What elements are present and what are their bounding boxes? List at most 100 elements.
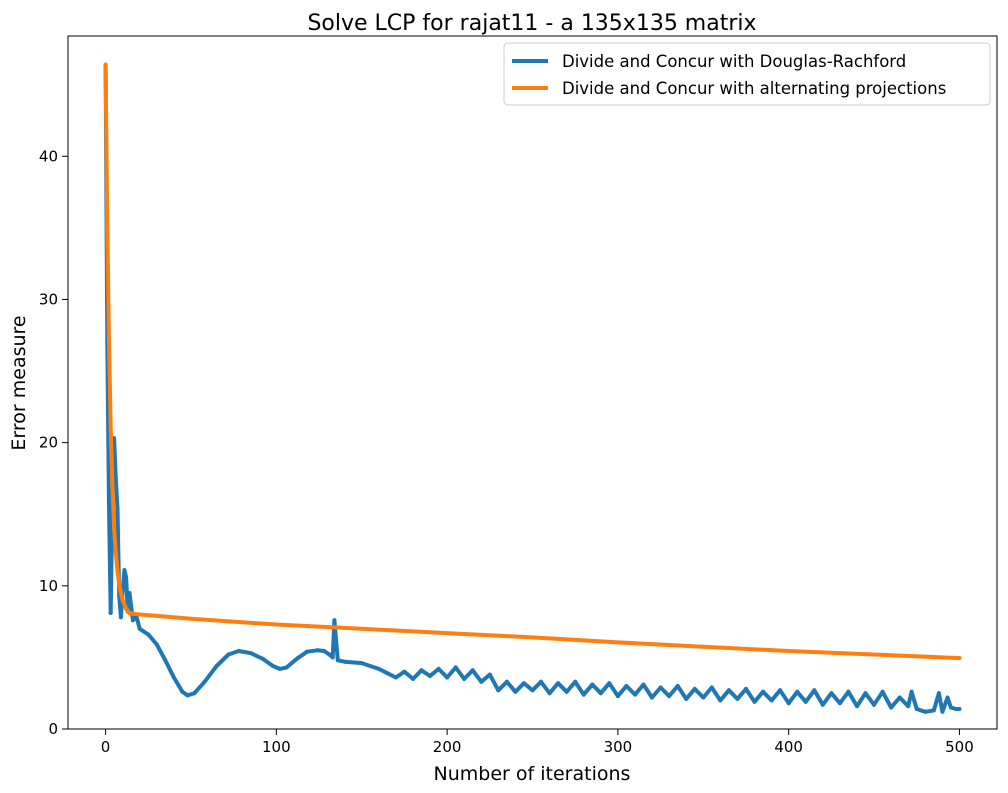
data-point bbox=[226, 652, 231, 657]
data-point bbox=[137, 612, 142, 617]
data-point bbox=[393, 675, 398, 680]
data-point bbox=[633, 692, 637, 697]
data-point bbox=[124, 575, 129, 580]
data-point bbox=[130, 611, 135, 616]
data-point bbox=[872, 652, 876, 657]
data-point bbox=[127, 611, 132, 615]
chart-title: Solve LCP for rajat11 - a 135x135 matrix bbox=[307, 11, 756, 36]
data-point bbox=[330, 655, 335, 660]
data-point bbox=[115, 506, 120, 511]
plot-area bbox=[103, 62, 962, 714]
data-point bbox=[322, 649, 327, 653]
data-point bbox=[936, 691, 941, 696]
data-point bbox=[146, 632, 151, 637]
data-point bbox=[607, 681, 612, 686]
data-point bbox=[590, 682, 595, 687]
data-point bbox=[154, 642, 159, 647]
data-point bbox=[701, 644, 706, 649]
y-axis-label: Error measure bbox=[8, 315, 30, 450]
data-point bbox=[154, 613, 159, 618]
legend-marker-alternating-projections bbox=[528, 86, 532, 90]
data-point bbox=[487, 672, 492, 677]
data-point bbox=[957, 707, 962, 711]
data-point bbox=[163, 658, 168, 663]
data-point bbox=[359, 661, 364, 666]
series-line-1 bbox=[103, 62, 962, 661]
data-point bbox=[479, 679, 484, 684]
data-point bbox=[863, 691, 868, 696]
data-point bbox=[103, 62, 108, 67]
data-point bbox=[735, 696, 740, 701]
data-point bbox=[248, 651, 253, 656]
data-point bbox=[402, 669, 407, 674]
data-point bbox=[270, 664, 275, 668]
data-point bbox=[260, 656, 265, 661]
x-tick-label: 300 bbox=[604, 738, 633, 756]
data-point bbox=[117, 582, 122, 587]
data-point bbox=[855, 704, 859, 709]
data-point bbox=[718, 698, 723, 703]
data-point bbox=[113, 550, 118, 555]
data-point bbox=[880, 689, 885, 694]
data-point bbox=[778, 688, 783, 693]
data-point bbox=[108, 611, 113, 615]
legend-box bbox=[503, 42, 991, 106]
data-point bbox=[761, 689, 765, 694]
data-point bbox=[615, 694, 620, 699]
data-point bbox=[419, 668, 424, 673]
data-point bbox=[945, 695, 950, 700]
data-point bbox=[692, 686, 697, 691]
data-point bbox=[701, 695, 706, 700]
data-point bbox=[803, 699, 808, 704]
data-point bbox=[445, 675, 450, 680]
data-point bbox=[658, 685, 663, 690]
data-point bbox=[906, 704, 911, 709]
data-point bbox=[829, 691, 834, 696]
series-line-0 bbox=[103, 64, 962, 714]
y-tick-label: 20 bbox=[39, 434, 58, 452]
data-point bbox=[786, 701, 791, 706]
data-point bbox=[650, 695, 654, 700]
data-point bbox=[445, 631, 450, 636]
data-point bbox=[573, 679, 578, 684]
data-point bbox=[130, 618, 135, 623]
y-tick-label: 30 bbox=[39, 290, 58, 308]
data-point bbox=[236, 649, 241, 653]
data-point bbox=[171, 675, 176, 680]
y-tick-label: 40 bbox=[39, 147, 58, 165]
data-point bbox=[923, 709, 928, 714]
data-point bbox=[274, 622, 279, 627]
data-point bbox=[786, 649, 791, 653]
x-tick-label: 400 bbox=[774, 738, 803, 756]
data-point bbox=[547, 691, 552, 696]
data-point bbox=[709, 685, 714, 690]
data-point bbox=[202, 679, 207, 684]
legend-label-douglas-rachford: Divide and Concur with Douglas-Rachford bbox=[562, 52, 906, 71]
data-point bbox=[315, 648, 320, 653]
data-point bbox=[284, 665, 289, 670]
data-point bbox=[530, 635, 535, 640]
data-point bbox=[539, 679, 543, 684]
series-markers-0 bbox=[103, 64, 962, 714]
data-point bbox=[335, 658, 340, 663]
data-point bbox=[897, 695, 902, 700]
x-tick-label: 0 bbox=[101, 738, 111, 756]
data-point bbox=[684, 696, 689, 701]
data-point bbox=[957, 656, 962, 661]
data-point bbox=[954, 707, 958, 711]
data-point bbox=[462, 676, 467, 681]
y-axis: 0 10 20 30 40 bbox=[39, 147, 68, 738]
data-point bbox=[277, 666, 282, 671]
data-point bbox=[846, 689, 851, 694]
data-point bbox=[122, 568, 127, 573]
data-point bbox=[112, 436, 117, 441]
data-point bbox=[752, 699, 757, 704]
data-point bbox=[581, 692, 586, 697]
x-tick-label: 100 bbox=[262, 738, 291, 756]
data-point bbox=[107, 340, 111, 345]
data-point bbox=[332, 618, 337, 623]
data-point bbox=[118, 591, 123, 595]
data-point bbox=[113, 476, 118, 481]
x-axis-label: Number of iterations bbox=[434, 763, 631, 785]
